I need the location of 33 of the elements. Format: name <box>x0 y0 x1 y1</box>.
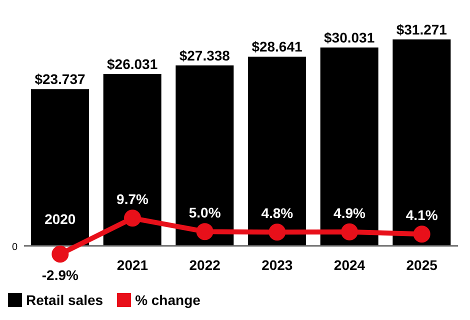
bar <box>248 56 306 246</box>
point <box>413 226 430 243</box>
data-label: 5.0% <box>188 204 222 221</box>
text: 0 <box>12 242 18 253</box>
point <box>341 223 358 240</box>
data-label: $28.641 <box>252 38 303 55</box>
bar <box>392 39 451 246</box>
data-label: $27.338 <box>179 47 230 64</box>
x-tick-label: 2025 <box>406 256 438 273</box>
legend-label: % change <box>134 292 200 308</box>
point <box>52 246 69 263</box>
point <box>196 223 214 240</box>
x-tick-label: 2022 <box>189 256 221 273</box>
x-tick-label: 2024 <box>334 256 366 273</box>
x-tick-label: 2021 <box>116 256 148 273</box>
point <box>268 224 286 241</box>
bar <box>103 74 162 246</box>
legend-label: Retail sales <box>25 292 104 308</box>
bar <box>176 65 234 246</box>
bar <box>31 89 89 246</box>
data-label: 4.8% <box>261 205 294 222</box>
data-label: $31.271 <box>396 21 448 38</box>
data-label: -2.9% <box>42 267 79 284</box>
x-tick-label: 2020 <box>44 210 76 227</box>
data-label: 4.9% <box>334 204 366 221</box>
data-label: 4.1% <box>406 207 438 224</box>
bar <box>320 48 378 246</box>
data-label: $30.031 <box>324 30 375 46</box>
point <box>124 210 141 227</box>
x-tick-label: 2023 <box>262 256 293 273</box>
data-label: 9.7% <box>116 191 149 208</box>
data-label: $26.031 <box>107 56 158 72</box>
data-label: $23.737 <box>34 71 86 88</box>
